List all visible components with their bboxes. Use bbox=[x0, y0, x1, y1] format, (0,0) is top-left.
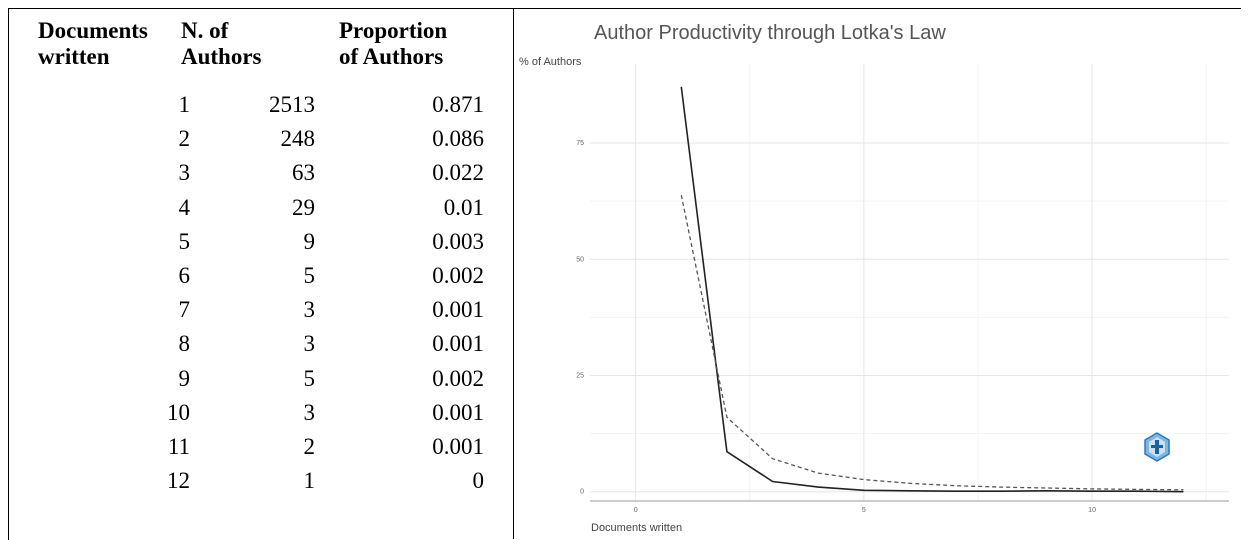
cell-proportion: 0.002 bbox=[432, 262, 484, 288]
chart-ticks: 0 25 50 75 0 5 10 bbox=[576, 140, 1229, 514]
panel-divider bbox=[513, 8, 514, 539]
x-tick-label: 5 bbox=[862, 507, 866, 514]
logo-icon bbox=[1144, 432, 1170, 462]
header-text: N. of bbox=[181, 18, 229, 43]
cell-authors: 63 bbox=[292, 160, 315, 186]
cell-docs: 9 bbox=[178, 365, 191, 391]
table-row: 1 2513 0.871 bbox=[8, 88, 513, 122]
header-documents-written: Documents written bbox=[38, 18, 148, 70]
chart-title: Author Productivity through Lotka's Law bbox=[594, 22, 946, 44]
cell-docs: 5 bbox=[178, 228, 191, 254]
series-line-dashed bbox=[680, 194, 1184, 491]
cell-authors: 5 bbox=[303, 262, 316, 288]
cell-authors: 29 bbox=[292, 194, 315, 220]
cell-proportion: 0.086 bbox=[432, 126, 484, 152]
y-tick-label: 25 bbox=[576, 372, 584, 379]
cell-docs: 10 bbox=[167, 399, 190, 425]
cell-proportion: 0.001 bbox=[432, 433, 484, 459]
cell-authors: 3 bbox=[303, 399, 316, 425]
cell-proportion: 0.001 bbox=[432, 297, 484, 323]
cell-docs: 2 bbox=[178, 126, 191, 152]
header-text: Proportion bbox=[339, 18, 448, 43]
cell-docs: 1 bbox=[178, 92, 191, 117]
cell-proportion: 0.871 bbox=[432, 92, 484, 117]
cell-authors: 5 bbox=[303, 365, 316, 391]
table-row: 2 248 0.086 bbox=[8, 122, 513, 156]
cell-docs: 7 bbox=[178, 297, 191, 323]
cell-docs: 4 bbox=[178, 194, 191, 220]
cell-docs: 8 bbox=[178, 331, 191, 357]
cell-proportion: 0.001 bbox=[432, 399, 484, 425]
table-row: 12 1 0 bbox=[8, 464, 513, 498]
cell-proportion: 0.002 bbox=[432, 365, 484, 391]
cell-authors: 1 bbox=[303, 468, 316, 494]
x-tick-label: 10 bbox=[1088, 507, 1096, 514]
table-row: 3 63 0.022 bbox=[8, 156, 513, 190]
cell-authors: 3 bbox=[303, 331, 316, 357]
header-proportion: Proportion of Authors bbox=[339, 18, 447, 70]
header-text: Documents bbox=[38, 18, 148, 43]
y-tick-label: 50 bbox=[576, 256, 584, 263]
author-table: Documents written N. of Authors Proporti… bbox=[8, 8, 513, 539]
chart-grid bbox=[590, 64, 1229, 501]
cell-authors: 2513 bbox=[269, 92, 315, 117]
y-tick-label: 75 bbox=[576, 140, 584, 147]
table-row: 4 29 0.01 bbox=[8, 191, 513, 225]
cell-proportion: 0.001 bbox=[432, 331, 484, 357]
cell-proportion: 0.003 bbox=[432, 228, 484, 254]
figure-frame bbox=[8, 8, 1241, 540]
cell-docs: 3 bbox=[178, 160, 191, 186]
x-tick-label: 0 bbox=[634, 507, 638, 514]
cell-authors: 2 bbox=[303, 433, 316, 459]
cell-docs: 12 bbox=[167, 468, 190, 494]
table-row: 10 3 0.001 bbox=[8, 396, 513, 430]
lotka-chart: Author Productivity through Lotka's Law … bbox=[514, 9, 1248, 539]
cell-proportion: 0.01 bbox=[443, 194, 484, 220]
table-row: 8 3 0.001 bbox=[8, 327, 513, 361]
table-row: 6 5 0.002 bbox=[8, 259, 513, 293]
table-row: 5 9 0.003 bbox=[8, 225, 513, 259]
cell-proportion: 0 bbox=[472, 468, 485, 494]
cell-docs: 6 bbox=[178, 262, 191, 288]
cell-authors: 9 bbox=[303, 228, 316, 254]
cell-authors: 248 bbox=[280, 126, 316, 152]
x-axis-label: Documents written bbox=[591, 522, 682, 534]
chart-lines bbox=[680, 86, 1184, 493]
header-n-authors: N. of Authors bbox=[181, 18, 262, 70]
series-line-solid bbox=[680, 86, 1184, 493]
cell-docs: 11 bbox=[167, 433, 190, 459]
header-text: Authors bbox=[181, 44, 262, 69]
header-text: written bbox=[38, 44, 110, 69]
table-row: 7 3 0.001 bbox=[8, 293, 513, 327]
table-row: 9 5 0.002 bbox=[8, 362, 513, 396]
table-row: 11 2 0.001 bbox=[8, 430, 513, 464]
y-axis-label: % of Authors bbox=[519, 56, 582, 68]
y-tick-label: 0 bbox=[580, 489, 584, 496]
header-text: of Authors bbox=[339, 44, 444, 69]
cell-proportion: 0.022 bbox=[432, 160, 484, 186]
cell-authors: 3 bbox=[303, 297, 316, 323]
chart-canvas: Author Productivity through Lotka's Law … bbox=[519, 22, 1229, 534]
